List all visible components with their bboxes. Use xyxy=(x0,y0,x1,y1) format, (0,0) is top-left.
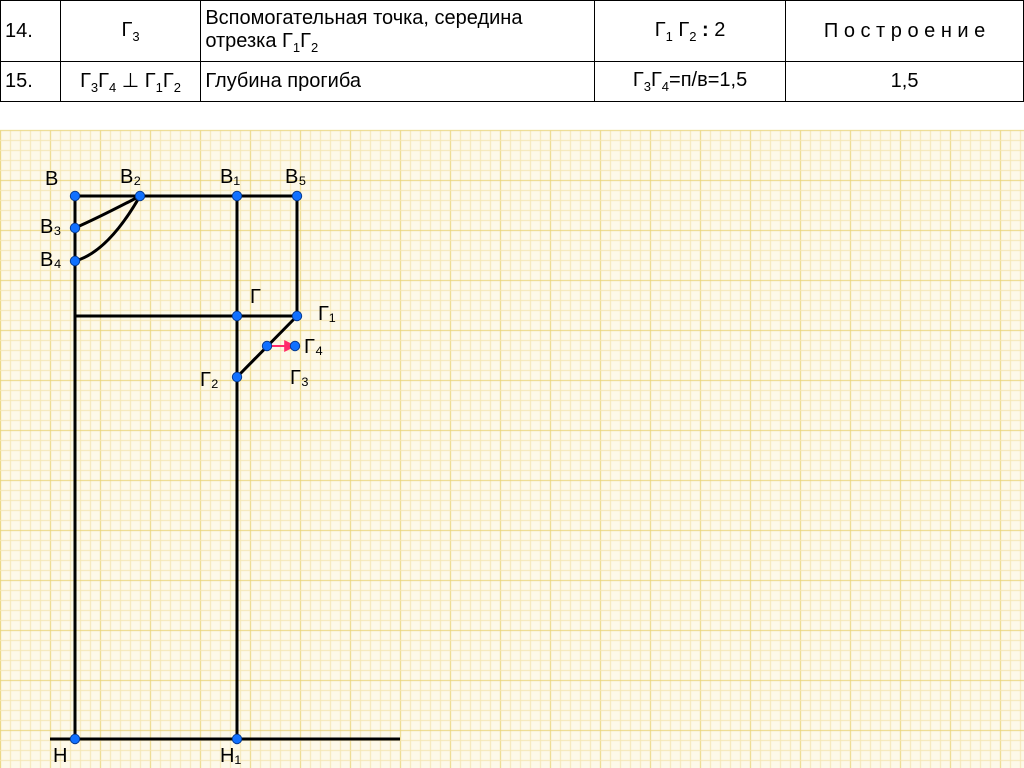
construction-table: 14.Г3Вспомогательная точка, середина отр… xyxy=(0,0,1024,102)
table-cell: Глубина прогиба xyxy=(201,62,595,102)
table-cell: Г3Г4=п/в=1,5 xyxy=(594,62,785,102)
table-cell: П о с т р о е н и е xyxy=(786,1,1024,62)
svg-text:В: В xyxy=(45,168,58,190)
svg-text:Г₃: Г₃ xyxy=(290,367,309,389)
table-cell: 15. xyxy=(1,62,61,102)
svg-text:В₄: В₄ xyxy=(40,249,62,271)
svg-text:Н₁: Н₁ xyxy=(220,745,241,767)
table-cell: 14. xyxy=(1,1,61,62)
svg-text:Н: Н xyxy=(53,745,67,767)
table-cell: Г3Г4 ⊥ Г1Г2 xyxy=(60,62,201,102)
svg-text:В₁: В₁ xyxy=(220,166,240,188)
table-cell: Г3 xyxy=(60,1,201,62)
svg-text:Г₁: Г₁ xyxy=(318,303,336,325)
table-cell: Вспомогательная точка, середина отрезка … xyxy=(201,1,595,62)
pattern-diagram: В В₂ В₁ В₅ В₃ В₄ Г Г₁ Г₂ Г₃ Г₄ Н Н₁ xyxy=(0,0,1024,768)
svg-text:Г₄: Г₄ xyxy=(304,336,323,358)
svg-text:В₃: В₃ xyxy=(40,216,61,238)
svg-text:В₂: В₂ xyxy=(120,166,141,188)
svg-text:Г: Г xyxy=(250,286,261,308)
svg-text:Г₂: Г₂ xyxy=(200,369,219,391)
table-cell: 1,5 xyxy=(786,62,1024,102)
table-cell: Г1 Г2 : 2 xyxy=(594,1,785,62)
svg-text:В₅: В₅ xyxy=(285,166,306,188)
